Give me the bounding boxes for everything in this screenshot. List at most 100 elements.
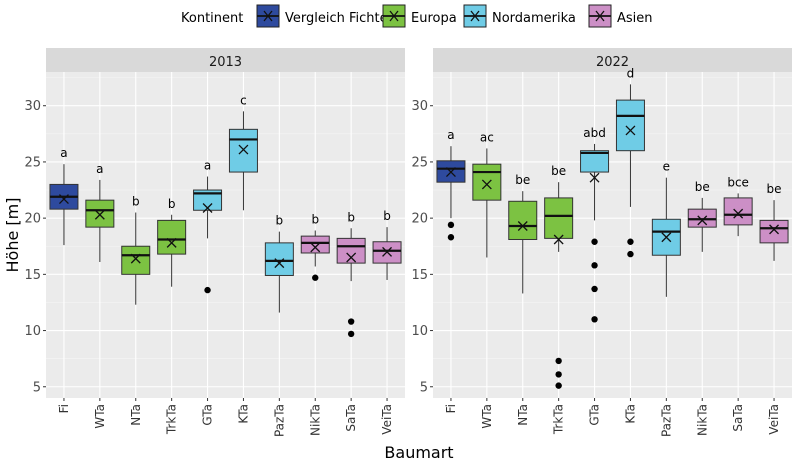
- significance-label: be: [695, 180, 710, 194]
- mean-marker: [94, 209, 105, 220]
- y-tick-label: 5: [33, 380, 41, 395]
- x-tick-label: GTa: [588, 404, 602, 426]
- legend-key: [256, 4, 280, 28]
- facet-strip: [46, 48, 405, 72]
- mean-marker: [517, 221, 528, 231]
- x-tick-label: KTa: [236, 404, 250, 424]
- x-tick-label: Fi: [57, 404, 71, 413]
- mean-marker: [58, 194, 69, 204]
- outlier-point: [204, 286, 211, 294]
- box-sata: bce: [723, 175, 753, 237]
- y-axis-title: Höhe [m]: [3, 198, 22, 273]
- x-tick-label: NTa: [516, 404, 530, 426]
- outlier-point: [347, 318, 355, 325]
- significance-label: bce: [727, 175, 749, 189]
- outlier-point: [347, 330, 355, 338]
- facet-panel: 2013 5 10 15 20 25 30 Fi WTa NTa TrkTa GTa KTa PazTa N…: [24, 48, 405, 437]
- x-tick-label: WTa: [480, 404, 494, 429]
- outlier-point: [591, 238, 598, 245]
- box-body: [264, 242, 294, 276]
- facet-strip: [433, 48, 792, 72]
- box-wta: a: [85, 162, 115, 262]
- significance-label: b: [383, 209, 391, 223]
- significance-label: abd: [583, 126, 606, 140]
- significance-label: be: [515, 173, 530, 187]
- box-body: [723, 197, 753, 226]
- significance-label: a: [60, 146, 67, 160]
- mean-marker: [481, 179, 492, 190]
- box-body: [615, 99, 645, 152]
- significance-label: a: [96, 162, 103, 176]
- x-tick-label: TrkTa: [165, 404, 179, 435]
- mean-marker: [589, 172, 600, 183]
- box-nta: b: [121, 195, 151, 305]
- box-sata: b: [336, 210, 366, 338]
- box-body: [85, 199, 115, 228]
- y-tick-label: 30: [411, 99, 428, 114]
- significance-label: b: [311, 213, 319, 227]
- x-tick-label: KTa: [623, 404, 637, 424]
- x-tick-label: PazTa: [272, 404, 286, 437]
- outlier-point: [555, 371, 562, 378]
- y-tick-label: 5: [420, 380, 428, 395]
- box-kta: c: [228, 93, 258, 211]
- x-tick-label: PazTa: [659, 404, 673, 437]
- legend-mean-cross: [595, 10, 605, 22]
- mean-marker: [130, 253, 141, 264]
- x-tick-label: NTa: [129, 404, 143, 426]
- significance-label: c: [240, 93, 247, 107]
- x-tick-label: VeiTa: [380, 404, 394, 435]
- box-body: [580, 150, 610, 173]
- significance-label: d: [627, 66, 635, 80]
- outlier-point: [591, 316, 598, 323]
- significance-label: e: [663, 160, 670, 174]
- y-tick-label: 15: [411, 268, 428, 283]
- box-body: [157, 219, 187, 255]
- significance-label: b: [168, 197, 176, 211]
- significance-label: ac: [480, 130, 494, 144]
- mean-marker: [274, 258, 285, 269]
- y-tick-label: 20: [24, 212, 41, 227]
- mean-marker: [697, 215, 708, 226]
- x-tick-label: SaTa: [344, 404, 358, 432]
- box-body: [121, 245, 151, 275]
- outlier-point: [447, 221, 455, 229]
- mean-marker: [238, 144, 249, 155]
- x-tick-label: TrkTa: [552, 404, 566, 435]
- box-body: [193, 189, 223, 211]
- legend-title: Kontinent: [181, 11, 243, 26]
- outlier-point: [591, 262, 598, 269]
- box-nikta: b: [300, 213, 330, 281]
- panel-background: [433, 72, 792, 398]
- box-trkta: be: [544, 164, 574, 389]
- y-tick-label: 25: [411, 155, 428, 170]
- mean-marker: [769, 224, 780, 235]
- box-body: [472, 163, 502, 201]
- significance-label: be: [767, 182, 782, 196]
- outlier-point: [312, 274, 319, 281]
- mean-marker: [166, 237, 177, 248]
- legend-label: Nordamerika: [492, 11, 576, 26]
- significance-label: b: [347, 210, 355, 224]
- legend-key: [382, 4, 406, 28]
- legend-label: Vergleich Fichte: [285, 11, 388, 26]
- y-tick-label: 30: [24, 99, 41, 114]
- panel-background: [46, 72, 405, 398]
- box-wta: ac: [472, 130, 502, 258]
- legend-key: [588, 4, 612, 28]
- significance-label: a: [447, 128, 454, 142]
- y-tick-label: 10: [24, 324, 41, 339]
- mean-marker: [346, 252, 357, 263]
- significance-label: b: [132, 195, 140, 209]
- outlier-point: [591, 285, 598, 293]
- box-body: [228, 128, 258, 173]
- box-gta: abd: [580, 126, 610, 323]
- box-body: [508, 200, 538, 240]
- legend-mean-cross: [470, 10, 480, 22]
- box-body: [336, 237, 366, 264]
- mean-marker: [661, 232, 672, 243]
- mean-marker: [553, 234, 564, 245]
- legend-label: Asien: [617, 11, 653, 26]
- x-tick-label: NikTa: [695, 404, 709, 436]
- box-fi: a: [49, 146, 79, 246]
